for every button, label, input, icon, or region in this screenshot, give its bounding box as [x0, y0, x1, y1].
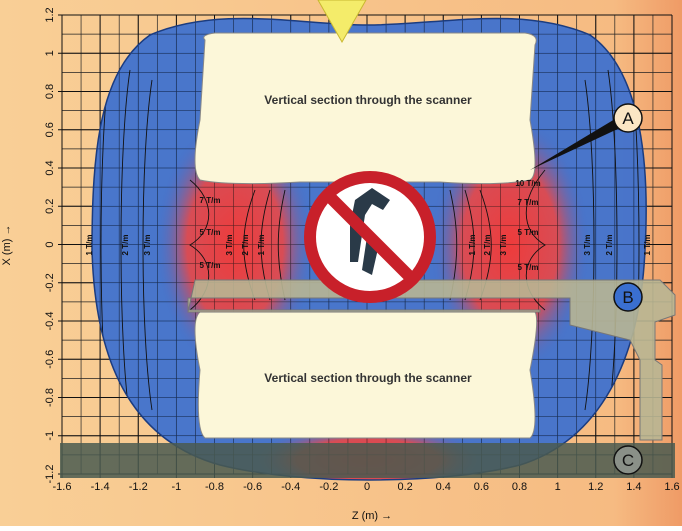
y-tick-label: 1.2: [44, 7, 56, 22]
x-tick-label: 0.4: [436, 481, 451, 493]
x-tick-label: -0.2: [319, 481, 338, 493]
contour-label: 3 T/m: [499, 235, 508, 256]
y-tick-label: -0.4: [44, 312, 56, 331]
contour-label: 7 T/m: [518, 198, 539, 207]
section-label: Vertical section through the scanner: [264, 93, 472, 107]
contour-label: 2 T/m: [241, 235, 250, 256]
y-tick-label: 0: [44, 241, 56, 247]
contour-label: 5 T/m: [200, 228, 221, 237]
x-tick-label: 0: [364, 481, 370, 493]
y-tick-label: 1: [44, 50, 56, 56]
section-label: Vertical section through the scanner: [264, 371, 472, 385]
contour-label: 1 T/m: [468, 235, 477, 256]
x-tick-label: -0.8: [205, 481, 224, 493]
x-tick-label: -0.4: [281, 481, 300, 493]
x-tick-label: 1.6: [664, 481, 679, 493]
y-tick-label: -0.6: [44, 350, 56, 369]
x-tick-label: 1: [555, 481, 561, 493]
pointer-triangle: [317, 0, 367, 44]
y-tick-label: -1.2: [44, 465, 56, 484]
x-tick-label: 0.6: [474, 481, 489, 493]
field-outline: [91, 17, 647, 481]
contour-label: 3 T/m: [225, 235, 234, 256]
floor: [60, 443, 675, 478]
contour-label: 7 T/m: [200, 196, 221, 205]
x-tick-label: 0.2: [397, 481, 412, 493]
y-tick-label: 0.6: [44, 122, 56, 137]
contour-label: 2 T/m: [483, 235, 492, 256]
marker-label: B: [622, 288, 633, 307]
contour-label: 2 T/m: [121, 235, 130, 256]
x-tick-label: -1.2: [129, 481, 148, 493]
marker-label: C: [622, 451, 634, 470]
y-tick-label: 0.8: [44, 84, 56, 99]
contour-label: 1 T/m: [643, 235, 652, 256]
x-tick-label: -1: [171, 481, 181, 493]
marker-circle: [613, 282, 643, 312]
x-tick-label: -1.4: [91, 481, 110, 493]
y-tick-label: -1: [44, 431, 56, 441]
contour-label: 10 T/m: [515, 179, 540, 188]
y-tick-label: -0.2: [44, 273, 56, 292]
x-tick-label: 1.4: [626, 481, 641, 493]
marker-a-pointer: [530, 116, 624, 170]
no-implant-sign: [304, 171, 436, 303]
marker-circle: [613, 445, 643, 475]
contour-label: 5 T/m: [518, 263, 539, 272]
x-tick-label: -0.6: [243, 481, 262, 493]
marker-circle: [613, 103, 643, 133]
x-tick-label: 1.2: [588, 481, 603, 493]
scanner-lower: [194, 311, 538, 439]
contour-label: 5 T/m: [200, 261, 221, 270]
scanner-upper: [194, 32, 537, 185]
x-tick-label: -1.6: [53, 481, 72, 493]
contour-label: 3 T/m: [583, 235, 592, 256]
y-tick-label: 0.4: [44, 160, 56, 175]
contour-label: 3 T/m: [143, 235, 152, 256]
y-tick-label: -0.8: [44, 388, 56, 407]
marker-label: A: [622, 109, 634, 128]
x-axis-title: Z (m) →: [352, 510, 392, 522]
y-axis-title: X (m) →: [1, 225, 13, 266]
contour-label: 1 T/m: [85, 235, 94, 256]
y-tick-label: 0.2: [44, 199, 56, 214]
x-tick-label: 0.8: [512, 481, 527, 493]
contour-label: 2 T/m: [605, 235, 614, 256]
contour-label: 1 T/m: [257, 235, 266, 256]
contour-label: 5 T/m: [518, 228, 539, 237]
